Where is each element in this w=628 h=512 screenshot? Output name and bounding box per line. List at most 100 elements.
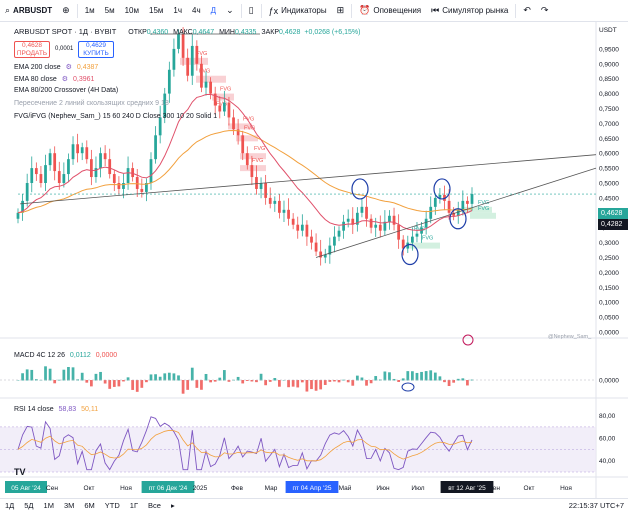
candle-body: [71, 144, 75, 160]
ema80-value: 0,3961: [73, 76, 95, 83]
redo-button[interactable]: ↷: [536, 0, 554, 22]
fvg-label: FVG: [478, 200, 489, 206]
range-ytd[interactable]: YTD: [104, 501, 120, 510]
macd-bar: [383, 371, 387, 381]
candle-body: [25, 183, 29, 201]
settings-icon[interactable]: ⚙: [61, 76, 69, 83]
time-axis-label: Ноя: [560, 485, 572, 492]
rsi-label: RSI 14 close: [14, 406, 54, 413]
symbol-search[interactable]: ⌕ ARBUSDT: [0, 0, 57, 22]
macd-bar: [209, 380, 212, 383]
macd-bar: [21, 373, 24, 381]
price-tick-label: 0,0000: [599, 330, 619, 337]
rsi-legend[interactable]: RSI 14 close 58,83 50,11: [14, 406, 98, 413]
chart-canvas[interactable]: USDT 0,9500 0,9000 0,8500 0,8000 0,7500 0,7000…: [0, 22, 628, 498]
fvg-label: FVG: [254, 146, 265, 152]
macd-bar: [181, 380, 185, 394]
add-symbol-button[interactable]: ⊕: [57, 0, 75, 22]
price-tick-label: 0,6000: [599, 151, 619, 158]
interval-1h[interactable]: 1ч: [173, 6, 183, 15]
sell-label: ПРОДАТЬ: [16, 50, 48, 57]
candle-body: [255, 177, 258, 189]
interval-1m[interactable]: 1м: [84, 6, 95, 15]
time-axis-label: пт 04 Апр '25: [292, 485, 331, 492]
macd-bar: [135, 380, 139, 392]
interval-dropdown[interactable]: ⌄: [221, 0, 239, 22]
range-1y[interactable]: 1Г: [129, 501, 139, 510]
fvg-zone: [470, 212, 496, 219]
replay-label: Симулятор рынка: [442, 6, 509, 15]
macd-bar: [365, 380, 368, 386]
candle-body: [360, 206, 364, 213]
candle-body: [415, 233, 419, 237]
ma-cross-legend[interactable]: Пересечение 2 линий скользящих средних 9…: [14, 100, 169, 107]
candle-body: [328, 245, 332, 255]
macd-bar: [401, 378, 405, 381]
macd-bar: [67, 367, 70, 381]
macd-bar: [227, 380, 231, 382]
macd-bar: [255, 380, 258, 383]
fvg-zone: [462, 206, 492, 213]
price-tick-label: 0,8000: [599, 91, 619, 98]
candle-body: [378, 224, 382, 231]
buy-button[interactable]: 0,4629 КУПИТЬ: [78, 41, 114, 58]
macd-bar: [259, 373, 263, 381]
macd-bar: [355, 375, 359, 381]
interval-5m[interactable]: 5м: [104, 6, 115, 15]
candle-body: [117, 183, 121, 189]
rsi-tick-label: 60,00: [599, 436, 616, 443]
macd-bar: [149, 374, 153, 381]
macd-bar: [397, 380, 401, 382]
ohlc-legend: ARBUSDT SPOT · 1Д · BYBIT ОТКР0,4360 МАК…: [14, 27, 360, 36]
replay-button[interactable]: ⏮ Симулятор рынка: [426, 0, 513, 22]
candle-body: [44, 165, 47, 183]
legend-change: +0,0268 (+6,15%): [304, 29, 361, 36]
price-tick-label: 0,9500: [599, 46, 619, 53]
chart-type-button[interactable]: ▯: [244, 0, 259, 22]
macd-bar: [305, 380, 309, 392]
candle-body: [99, 153, 102, 169]
macd-legend[interactable]: MACD 4C 12 26 0,0112 0,0000: [14, 352, 117, 359]
macd-bar: [213, 380, 217, 382]
chart-area[interactable]: USDT 0,9500 0,9000 0,8500 0,8000 0,7500 0,7000…: [0, 22, 628, 498]
range-5d[interactable]: 5Д: [24, 501, 34, 510]
candle-body: [351, 218, 355, 225]
alerts-button[interactable]: ⏰ Оповещения: [354, 0, 426, 22]
legend-low-label: МИН: [219, 29, 235, 36]
fvg-legend[interactable]: FVG/iFVG (Nephew_Sam_) 15 60 240 D Close…: [14, 113, 218, 120]
sell-button[interactable]: 0,4628 ПРОДАТЬ: [14, 41, 50, 58]
macd-bar: [447, 380, 451, 387]
range-6m[interactable]: 6М: [84, 501, 95, 510]
legend-low: 0,4335: [234, 29, 257, 36]
range-1m[interactable]: 1М: [43, 501, 54, 510]
ema80-legend[interactable]: EMA 80 close ⚙ 0,3961: [14, 75, 94, 83]
candle-body: [227, 102, 231, 118]
indicators-button[interactable]: ƒx Индикаторы: [264, 0, 332, 22]
candle-body: [287, 209, 290, 219]
templates-button[interactable]: ⊞: [332, 0, 350, 22]
price-tick-label: 0,1000: [599, 300, 619, 307]
ema200-value: 0,4387: [76, 64, 99, 71]
range-all[interactable]: Все: [148, 501, 161, 510]
time-axis-label: Фев: [231, 485, 244, 492]
settings-icon[interactable]: ⚙: [65, 64, 72, 71]
ema200-legend[interactable]: EMA 200 close ⚙ 0,4387: [14, 63, 98, 71]
range-1d[interactable]: 1Д: [5, 501, 15, 510]
undo-button[interactable]: ↶: [518, 0, 536, 22]
candle-body: [89, 159, 93, 178]
candle-body: [392, 215, 396, 225]
crossover-legend[interactable]: EMA 80/200 Crossover (4H Data): [14, 87, 119, 94]
date-range-icon[interactable]: ▸: [170, 501, 175, 510]
candle-body: [374, 224, 378, 228]
legend-high: 0,4647: [192, 29, 215, 36]
interval-4h[interactable]: 4ч: [192, 6, 201, 15]
macd-bar: [456, 378, 460, 381]
macd-bar: [94, 373, 98, 381]
interval-15m[interactable]: 15м: [149, 6, 164, 15]
interval-10m[interactable]: 10м: [124, 6, 140, 15]
indicators-label: Индикаторы: [281, 6, 327, 15]
candle-body: [67, 159, 70, 175]
interval-1d[interactable]: Д: [206, 0, 221, 22]
macd-bar: [319, 380, 323, 390]
range-3m[interactable]: 3М: [63, 501, 75, 510]
